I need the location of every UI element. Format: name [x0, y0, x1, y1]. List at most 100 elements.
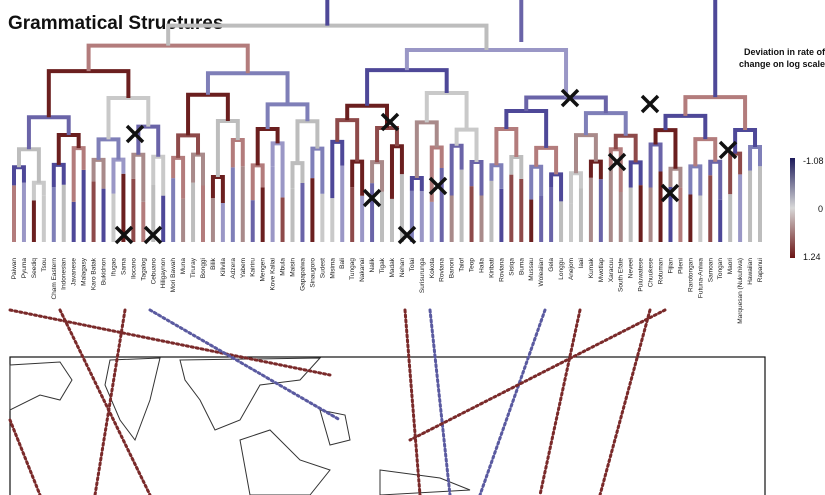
branch [683, 95, 748, 131]
language-label: Nehan [399, 258, 406, 278]
language-label: Ilocano [130, 258, 137, 279]
cross-mark [428, 176, 448, 196]
language-label: Longgu [558, 258, 565, 280]
language-label: Sama [120, 258, 127, 275]
branch [186, 92, 230, 136]
branch [171, 155, 186, 199]
language-label: Buma [518, 258, 525, 275]
language-label: Kumak [588, 257, 595, 278]
branch [265, 102, 310, 130]
language-label: Javanese [71, 258, 78, 286]
language-label: Teop [469, 258, 476, 272]
branch [404, 47, 569, 98]
language-label: Madak [389, 257, 396, 277]
land [9, 361, 73, 411]
dotted-line [478, 308, 547, 495]
language-label: Hawaiian [747, 258, 754, 285]
language-label: Seediq [31, 258, 38, 279]
land [379, 469, 471, 495]
language-label: Tsou [41, 258, 48, 272]
language-label: Kokota [429, 258, 436, 279]
language-label: Bilik [210, 257, 217, 270]
branch [429, 145, 444, 202]
language-label: Futuna-Aniwa [697, 258, 704, 298]
language-label: Sinaugoro [309, 258, 316, 288]
language-label: Gela [548, 258, 555, 272]
language-label: Gapapaiwa [299, 258, 306, 291]
language-label: Hiligaynon [160, 258, 167, 289]
language-label: Cham Eastern [51, 258, 58, 300]
cross-mark [380, 112, 400, 132]
language-label: Puluwatese [638, 258, 645, 292]
language-label: Pileni [677, 258, 684, 274]
language-label: South Efate [618, 258, 625, 292]
branch [290, 161, 305, 189]
legend-tick: 0 [818, 204, 823, 214]
legend-tick: -1.08 [803, 156, 824, 166]
language-label: Marquesan (Nukuhiva) [737, 258, 744, 324]
tree [12, 0, 762, 245]
branch [529, 164, 544, 200]
branch [350, 159, 365, 196]
language-label: Chuukese [648, 258, 655, 288]
branch [191, 152, 205, 186]
language-label: Roviana [439, 258, 446, 282]
cross-mark [362, 188, 382, 208]
language-label: Woleaiian [538, 258, 545, 287]
legend-tick: 1.24 [803, 252, 821, 262]
language-label: Fijian [667, 258, 674, 274]
language-label: Kiribati [488, 258, 495, 278]
branch [46, 69, 131, 118]
labels: Paiwan Pyuma Seediq Tsou Cham Eastern Indones… [11, 257, 764, 324]
language-label: Nakanai [359, 258, 366, 282]
land [179, 357, 322, 431]
language-label: Bonggi [200, 258, 207, 278]
branch [728, 151, 743, 195]
language-label: Pyuma [21, 258, 28, 279]
branch [111, 157, 126, 194]
branch [494, 127, 519, 166]
language-label: Yabem [240, 258, 247, 278]
language-label: Mengen [260, 258, 267, 282]
language-label: Xaracuu [608, 258, 615, 283]
language-label: Paiwan [11, 258, 18, 280]
branch [370, 160, 385, 192]
language-label: Ifugao [110, 258, 117, 276]
branch [648, 142, 663, 188]
branch [409, 176, 424, 191]
dotted-line [408, 308, 667, 442]
language-label: Indonesian [61, 258, 68, 290]
map [9, 356, 766, 495]
dotted-line [8, 418, 42, 495]
branch [71, 146, 86, 202]
language-label: Maori [727, 258, 734, 274]
language-label: Muna [180, 258, 187, 275]
branch [210, 174, 225, 203]
branch [255, 127, 280, 166]
branch [106, 96, 151, 140]
language-label: Kairiru [250, 258, 257, 277]
dotted-line [148, 308, 342, 422]
language-label: Mwotlap [598, 258, 605, 283]
branch [628, 160, 643, 188]
migration-lines [8, 308, 667, 495]
branch [26, 115, 71, 150]
dotted-line [93, 308, 127, 495]
branch [663, 113, 708, 140]
language-label: Tongan [717, 258, 724, 280]
language-label: Cebuano [150, 258, 157, 285]
branch [86, 43, 250, 74]
language-label: Tolai [409, 258, 416, 271]
language-label: Tiruray [190, 257, 197, 278]
branch [96, 137, 121, 160]
branch [335, 118, 360, 162]
language-label: Tungag [349, 258, 356, 280]
dotted-line [538, 308, 582, 495]
cross-mark [125, 124, 145, 144]
dotted-line [58, 308, 152, 495]
cross-mark [640, 94, 660, 114]
branch [151, 154, 166, 196]
language-label: Taiof [459, 258, 466, 272]
